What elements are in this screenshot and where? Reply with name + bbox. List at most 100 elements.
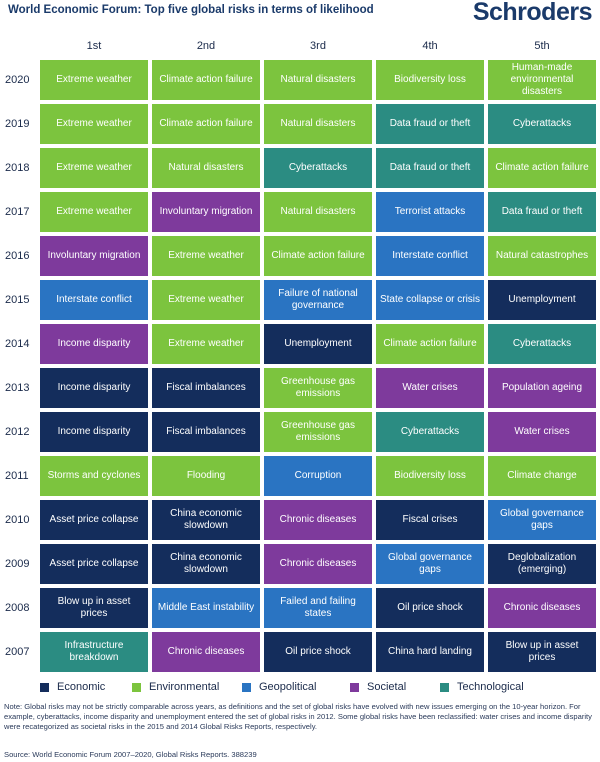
legend-label: Geopolitical	[259, 681, 317, 693]
risk-cell: Asset price collapse	[40, 500, 148, 540]
risk-cell: Biodiversity loss	[376, 60, 484, 100]
risk-cell: Natural disasters	[152, 148, 260, 188]
risk-cell: Cyberattacks	[488, 324, 596, 364]
risk-cell: Unemployment	[264, 324, 372, 364]
risk-cell: Climate action failure	[376, 324, 484, 364]
row-year-label: 2008	[5, 602, 30, 614]
schroders-logo: Schroders	[472, 0, 593, 26]
risk-cell: Climate action failure	[152, 104, 260, 144]
risk-cell: Human-made environmental disasters	[488, 60, 596, 100]
column-header-3rd: 3rd	[310, 40, 326, 52]
legend-item-geopolitical: Geopolitical	[242, 680, 316, 694]
legend: Economic Environmental Geopolitical Societa…	[40, 680, 600, 694]
table-row-2009: 2009 Asset price collapse China economic s…	[0, 544, 600, 584]
row-year-label: 2009	[5, 558, 30, 570]
risk-cell: Infrastructure breakdown	[40, 632, 148, 672]
risk-cell: Flooding	[152, 456, 260, 496]
table-row-2015: 2015 Interstate conflict Extreme weather Fa…	[0, 280, 600, 320]
risk-cell: Extreme weather	[152, 280, 260, 320]
risk-cell: Climate action failure	[488, 148, 596, 188]
risk-cell: Global governance gaps	[376, 544, 484, 584]
table-row-2007: 2007 Infrastructure breakdown Chronic dise…	[0, 632, 600, 672]
risk-cell: Corruption	[264, 456, 372, 496]
risk-cell: Extreme weather	[152, 324, 260, 364]
risk-cell: China economic slowdown	[152, 500, 260, 540]
risk-cell: Biodiversity loss	[376, 456, 484, 496]
risk-cell: Natural catastrophes	[488, 236, 596, 276]
risk-cell: Extreme weather	[40, 192, 148, 232]
row-year-label: 2020	[5, 74, 30, 86]
row-year-label: 2007	[5, 646, 30, 658]
legend-item-technological: Technological	[440, 680, 524, 694]
risk-cell: Data fraud or theft	[376, 148, 484, 188]
row-year-label: 2018	[5, 162, 30, 174]
row-year-label: 2016	[5, 250, 30, 262]
risk-cell: Blow up in asset prices	[40, 588, 148, 628]
chart-title: World Economic Forum: Top five global ri…	[8, 4, 374, 16]
risk-cell: Data fraud or theft	[376, 104, 484, 144]
risk-cell: Interstate conflict	[376, 236, 484, 276]
legend-swatch	[242, 682, 251, 692]
legend-item-societal: Societal	[350, 680, 406, 694]
risk-cell: Climate action failure	[264, 236, 372, 276]
row-year-label: 2012	[5, 426, 30, 438]
risk-cell: China economic slowdown	[152, 544, 260, 584]
table-row-2020: 2020 Extreme weather Climate action failur…	[0, 60, 600, 100]
row-year-label: 2010	[5, 514, 30, 526]
risk-cell: Middle East instability	[152, 588, 260, 628]
header: World Economic Forum: Top five global ri…	[8, 0, 593, 28]
risk-cell: Climate change	[488, 456, 596, 496]
risk-cell: Global governance gaps	[488, 500, 596, 540]
risk-cell: Involuntary migration	[40, 236, 148, 276]
legend-swatch	[40, 682, 49, 692]
risk-cell: Failed and failing states	[264, 588, 372, 628]
legend-swatch	[350, 682, 359, 692]
risk-cell: Extreme weather	[40, 148, 148, 188]
risk-cell: Chronic diseases	[264, 544, 372, 584]
risk-cell: Interstate conflict	[40, 280, 148, 320]
risk-cell: Failure of national governance	[264, 280, 372, 320]
risk-cell: Deglobalization (emerging)	[488, 544, 596, 584]
risk-cell: Climate action failure	[152, 60, 260, 100]
risk-cell: Income disparity	[40, 324, 148, 364]
risk-cell: Oil price shock	[264, 632, 372, 672]
legend-item-economic: Economic	[40, 680, 105, 694]
risk-cell: Unemployment	[488, 280, 596, 320]
risk-cell: Asset price collapse	[40, 544, 148, 584]
risk-cell: Involuntary migration	[152, 192, 260, 232]
risk-cell: Cyberattacks	[376, 412, 484, 452]
row-year-label: 2013	[5, 382, 30, 394]
risk-cell: Extreme weather	[40, 60, 148, 100]
risk-cell: Income disparity	[40, 368, 148, 408]
legend-item-environmental: Environmental	[132, 680, 219, 694]
column-header-4th: 4th	[422, 40, 438, 52]
risk-cell: Natural disasters	[264, 104, 372, 144]
risk-cell: Income disparity	[40, 412, 148, 452]
legend-swatch	[440, 682, 449, 692]
risk-cell: State collapse or crisis	[376, 280, 484, 320]
table-row-2017: 2017 Extreme weather Involuntary migration…	[0, 192, 600, 232]
legend-label: Environmental	[149, 681, 220, 693]
row-year-label: 2019	[5, 118, 30, 130]
risk-cell: Water crises	[488, 412, 596, 452]
table-row-2016: 2016 Involuntary migration Extreme weather…	[0, 236, 600, 276]
column-header-2nd: 2nd	[196, 40, 216, 52]
risk-cell: Chronic diseases	[488, 588, 596, 628]
source-line: Source: World Economic Forum 2007–2020, …	[4, 750, 257, 759]
table-row-2008: 2008 Blow up in asset prices Middle East i…	[0, 588, 600, 628]
row-year-label: 2011	[5, 470, 29, 482]
legend-swatch	[132, 682, 141, 692]
risk-cell: Natural disasters	[264, 192, 372, 232]
risk-cell: Cyberattacks	[488, 104, 596, 144]
risk-cell: China hard landing	[376, 632, 484, 672]
risk-cell: Fiscal crises	[376, 500, 484, 540]
risk-cell: Chronic diseases	[264, 500, 372, 540]
table-row-2010: 2010 Asset price collapse China economic s…	[0, 500, 600, 540]
table-row-2013: 2013 Income disparity Fiscal imbalances Gre…	[0, 368, 600, 408]
risk-cell: Fiscal imbalances	[152, 368, 260, 408]
legend-label: Economic	[57, 681, 106, 693]
table-row-2019: 2019 Extreme weather Climate action failur…	[0, 104, 600, 144]
risk-cell: Extreme weather	[40, 104, 148, 144]
risk-cell: Data fraud or theft	[488, 192, 596, 232]
risk-cell: Greenhouse gas emissions	[264, 412, 372, 452]
